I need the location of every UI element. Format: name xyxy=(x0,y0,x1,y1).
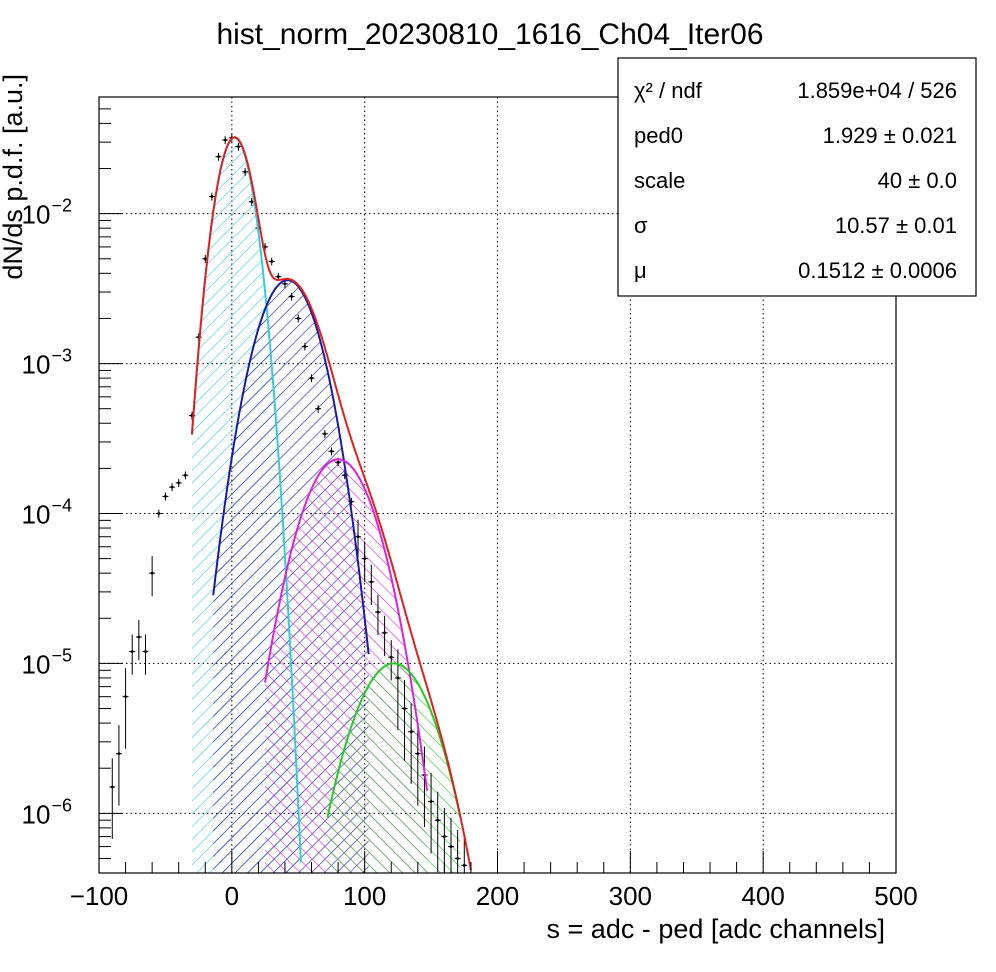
data-point xyxy=(301,342,308,351)
data-point xyxy=(374,595,381,636)
x-tick-label: 0 xyxy=(225,881,239,911)
data-point xyxy=(162,492,169,501)
fit-statistics-box: χ² / ndf 1.859e+04 / 526 ped0 1.929 ± 0.021… xyxy=(617,57,977,297)
data-point xyxy=(268,257,275,266)
data-point xyxy=(129,634,136,675)
chart-title: hist_norm_20230810_1616_Ch04_Iter06 xyxy=(216,18,763,51)
data-point xyxy=(448,818,455,873)
stats-label: χ² / ndf xyxy=(634,78,703,103)
total-fit-curve xyxy=(191,136,472,871)
stats-box-frame xyxy=(617,57,977,297)
data-point xyxy=(308,374,315,383)
data-point xyxy=(122,668,129,749)
data-point xyxy=(142,634,149,675)
x-tick-label: 500 xyxy=(874,881,917,911)
data-point xyxy=(408,703,415,784)
x-tick-label: 300 xyxy=(609,881,652,911)
data-point xyxy=(175,479,182,487)
data-point xyxy=(321,430,328,438)
stats-label: scale xyxy=(634,168,685,193)
stats-value: 1.859e+04 / 526 xyxy=(797,78,957,103)
data-point xyxy=(208,192,215,201)
x-axis-ticks: −100 0 100 200 300 400 500 xyxy=(70,851,918,911)
data-point xyxy=(135,619,142,661)
y-axis-ticks: 10−6 10−5 10−4 10−3 10−2 xyxy=(22,108,123,859)
component-curve-2 xyxy=(264,458,429,791)
x-tick-label: 200 xyxy=(476,881,519,911)
data-point xyxy=(441,808,448,873)
stats-label: μ xyxy=(634,258,647,283)
data-point xyxy=(242,168,249,176)
data-point xyxy=(169,483,176,492)
component-curve-3 xyxy=(326,662,462,818)
data-point xyxy=(461,836,468,873)
y-tick-label: 10−3 xyxy=(22,346,72,380)
data-point xyxy=(368,564,375,606)
y-tick-label: 10−4 xyxy=(22,496,72,530)
y-tick-label: 10−2 xyxy=(22,196,72,230)
data-point xyxy=(401,680,408,761)
component-curve-1 xyxy=(212,279,370,655)
data-points xyxy=(109,134,468,873)
data-point xyxy=(454,829,461,873)
stats-value: 10.57 ± 0.01 xyxy=(835,213,957,238)
data-point xyxy=(222,136,229,145)
y-axis-label: dN/ds p.d.f. [a.u.] xyxy=(0,74,28,280)
x-axis-label: s = adc - ped [adc channels] xyxy=(547,914,885,944)
data-point xyxy=(414,725,421,806)
fit-curves xyxy=(191,136,472,871)
component-fills xyxy=(192,137,461,873)
data-point xyxy=(155,509,162,518)
data-point xyxy=(355,519,362,560)
data-point xyxy=(381,615,388,657)
data-point xyxy=(361,541,368,582)
data-point xyxy=(115,725,122,806)
data-point xyxy=(295,314,302,323)
stats-value: 40 ± 0.0 xyxy=(878,168,957,193)
y-tick-label: 10−5 xyxy=(22,645,72,679)
x-tick-label: −100 xyxy=(70,881,129,911)
data-point xyxy=(235,142,242,151)
data-point xyxy=(434,791,441,873)
stats-value: 0.1512 ± 0.0006 xyxy=(798,258,957,283)
x-tick-label: 400 xyxy=(741,881,784,911)
stats-value: 1.929 ± 0.021 xyxy=(823,123,957,148)
data-point xyxy=(288,292,295,301)
stats-label: σ xyxy=(634,213,648,238)
data-point xyxy=(215,152,222,161)
data-point xyxy=(149,556,156,597)
data-point xyxy=(315,404,322,413)
stats-label: ped0 xyxy=(634,123,683,148)
component-fill-3 xyxy=(327,663,461,873)
data-point xyxy=(182,471,189,480)
data-point xyxy=(394,649,401,730)
data-point xyxy=(109,758,116,839)
data-point xyxy=(388,640,395,681)
y-tick-label: 10−6 xyxy=(22,795,72,829)
data-point xyxy=(428,772,435,854)
data-point xyxy=(328,447,335,456)
x-tick-label: 100 xyxy=(343,881,386,911)
